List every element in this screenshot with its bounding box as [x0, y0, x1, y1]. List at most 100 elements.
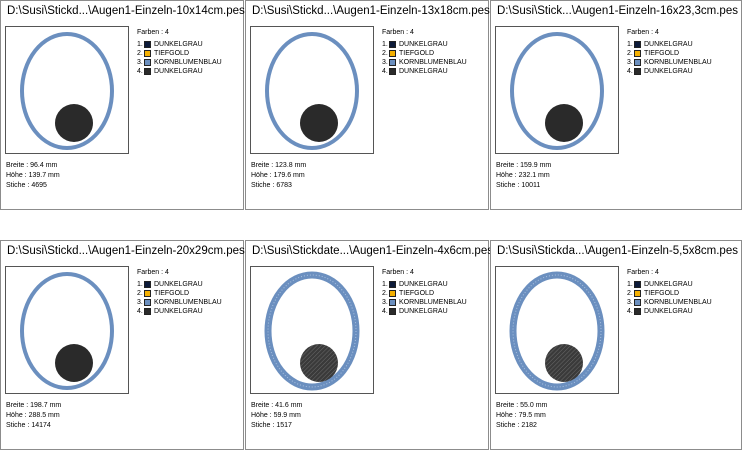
design-preview: [250, 26, 374, 154]
stitch-count-stat: Stiche : 10011: [496, 182, 541, 189]
stitch-count-stat: Stiche : 4695: [6, 182, 47, 189]
thread-color-row: 1. DUNKELGRAU: [382, 40, 467, 49]
thread-color-name: KORNBLUMENBLAU: [644, 299, 712, 306]
width-stat: Breite : 41.6 mm: [251, 402, 303, 409]
thread-color-row: 3. KORNBLUMENBLAU: [137, 298, 222, 307]
design-preview: [495, 26, 619, 154]
eye-pupil: [545, 104, 583, 142]
design-file-title: D:\Susi\Stickd...\Augen1-Einzeln-10x14cm…: [7, 5, 245, 17]
thread-color-list: Farben : 4 1. DUNKELGRAU 2. TIEFGOLD 3. KORNBL…: [137, 269, 222, 316]
design-card[interactable]: D:\Susi\Stickd...\Augen1-Einzeln-13x18cm…: [245, 0, 490, 210]
thread-color-swatch: [144, 59, 151, 66]
thread-color-list: Farben : 4 1. DUNKELGRAU 2. TIEFGOLD 3. KORNBL…: [627, 29, 712, 76]
thread-color-name: DUNKELGRAU: [154, 281, 203, 288]
thread-color-number: 4.: [137, 308, 143, 315]
thread-color-swatch: [144, 308, 151, 315]
eye-ring-stitch-texture: [267, 274, 357, 388]
thread-color-swatch: [389, 281, 396, 288]
thread-color-row: 3. KORNBLUMENBLAU: [627, 58, 712, 67]
design-card[interactable]: D:\Susi\Stickd...\Augen1-Einzeln-10x14cm…: [0, 0, 245, 210]
eye-pupil: [300, 104, 338, 142]
thread-color-row: 2. TIEFGOLD: [382, 49, 467, 58]
thread-color-row: 2. TIEFGOLD: [137, 49, 222, 58]
design-card[interactable]: D:\Susi\Stick...\Augen1-Einzeln-16x23,3c…: [490, 0, 742, 210]
thread-color-name: DUNKELGRAU: [154, 41, 203, 48]
colors-count-label: Farben : 4: [137, 269, 169, 276]
eye-design-preview: [510, 32, 604, 150]
thread-color-name: KORNBLUMENBLAU: [154, 59, 222, 66]
thread-color-name: KORNBLUMENBLAU: [644, 59, 712, 66]
eye-design-preview: [265, 32, 359, 150]
stitch-count-stat: Stiche : 2182: [496, 422, 537, 429]
design-file-title: D:\Susi\Stick...\Augen1-Einzeln-16x23,3c…: [497, 5, 738, 17]
thread-color-row: 4. DUNKELGRAU: [137, 67, 222, 76]
thread-color-name: TIEFGOLD: [154, 290, 190, 297]
width-stat: Breite : 198.7 mm: [6, 402, 62, 409]
thread-color-name: DUNKELGRAU: [644, 308, 693, 315]
stitch-count-stat: Stiche : 14174: [6, 422, 51, 429]
thread-color-row: 1. DUNKELGRAU: [627, 40, 712, 49]
thread-color-row: 3. KORNBLUMENBLAU: [137, 58, 222, 67]
thread-color-row: 2. TIEFGOLD: [137, 289, 222, 298]
thread-color-number: 4.: [627, 308, 633, 315]
eye-ring-stitch-texture: [512, 274, 602, 388]
thread-color-name: KORNBLUMENBLAU: [399, 299, 467, 306]
thread-color-swatch: [144, 68, 151, 75]
eye-outline-ring: [20, 272, 114, 390]
thread-color-swatch: [389, 41, 396, 48]
design-preview: [495, 266, 619, 394]
thread-color-swatch: [389, 68, 396, 75]
height-stat: Höhe : 79.5 mm: [496, 412, 546, 419]
eye-outline-ring: [510, 32, 604, 150]
thread-color-swatch: [634, 281, 641, 288]
thread-color-swatch: [144, 41, 151, 48]
eye-design-preview: [20, 32, 114, 150]
eye-outline-ring: [20, 32, 114, 150]
thread-color-list: Farben : 4 1. DUNKELGRAU 2. TIEFGOLD 3. KORNBL…: [137, 29, 222, 76]
thread-color-number: 4.: [627, 68, 633, 75]
thread-color-swatch: [389, 50, 396, 57]
thread-color-number: 1.: [627, 281, 633, 288]
thread-color-name: TIEFGOLD: [399, 290, 435, 297]
thread-color-row: 2. TIEFGOLD: [627, 49, 712, 58]
design-file-title: D:\Susi\Stickdate...\Augen1-Einzeln-4x6c…: [252, 245, 493, 257]
height-stat: Höhe : 288.5 mm: [6, 412, 60, 419]
thread-color-row: 4. DUNKELGRAU: [382, 67, 467, 76]
design-file-title: D:\Susi\Stickd...\Augen1-Einzeln-20x29cm…: [7, 245, 245, 257]
colors-count-label: Farben : 4: [627, 269, 659, 276]
thread-color-row: 1. DUNKELGRAU: [137, 280, 222, 289]
thread-color-number: 3.: [137, 59, 143, 66]
thread-color-row: 2. TIEFGOLD: [382, 289, 467, 298]
thread-color-swatch: [389, 308, 396, 315]
design-stats: Breite : 198.7 mm Höhe : 288.5 mm Stiche…: [6, 401, 61, 431]
eye-pupil: [545, 344, 583, 382]
thread-color-row: 4. DUNKELGRAU: [382, 307, 467, 316]
design-file-title: D:\Susi\Stickda...\Augen1-Einzeln-5,5x8c…: [497, 245, 738, 257]
thread-color-row: 1. DUNKELGRAU: [137, 40, 222, 49]
thread-color-number: 1.: [382, 41, 388, 48]
thread-color-swatch: [144, 290, 151, 297]
thread-color-name: DUNKELGRAU: [399, 41, 448, 48]
design-preview: [5, 26, 129, 154]
eye-design-preview: [20, 272, 114, 390]
thread-color-swatch: [634, 299, 641, 306]
thread-color-name: DUNKELGRAU: [399, 68, 448, 75]
design-stats: Breite : 96.4 mm Höhe : 139.7 mm Stiche …: [6, 161, 60, 191]
thread-color-number: 4.: [382, 68, 388, 75]
thread-color-swatch: [144, 281, 151, 288]
thread-color-name: DUNKELGRAU: [644, 68, 693, 75]
design-card[interactable]: D:\Susi\Stickdate...\Augen1-Einzeln-4x6c…: [245, 240, 493, 450]
thread-color-swatch: [634, 290, 641, 297]
thread-color-name: DUNKELGRAU: [154, 68, 203, 75]
design-card[interactable]: D:\Susi\Stickd...\Augen1-Einzeln-20x29cm…: [0, 240, 245, 450]
thread-color-name: DUNKELGRAU: [399, 308, 448, 315]
thread-color-name: DUNKELGRAU: [644, 41, 693, 48]
thread-color-row: 1. DUNKELGRAU: [627, 280, 712, 289]
thread-color-number: 1.: [627, 41, 633, 48]
thread-color-row: 2. TIEFGOLD: [627, 289, 712, 298]
eye-outline-ring: [265, 32, 359, 150]
design-card[interactable]: D:\Susi\Stickda...\Augen1-Einzeln-5,5x8c…: [490, 240, 742, 450]
thread-color-swatch: [634, 68, 641, 75]
thread-color-row: 4. DUNKELGRAU: [627, 67, 712, 76]
design-file-title: D:\Susi\Stickd...\Augen1-Einzeln-13x18cm…: [252, 5, 490, 17]
